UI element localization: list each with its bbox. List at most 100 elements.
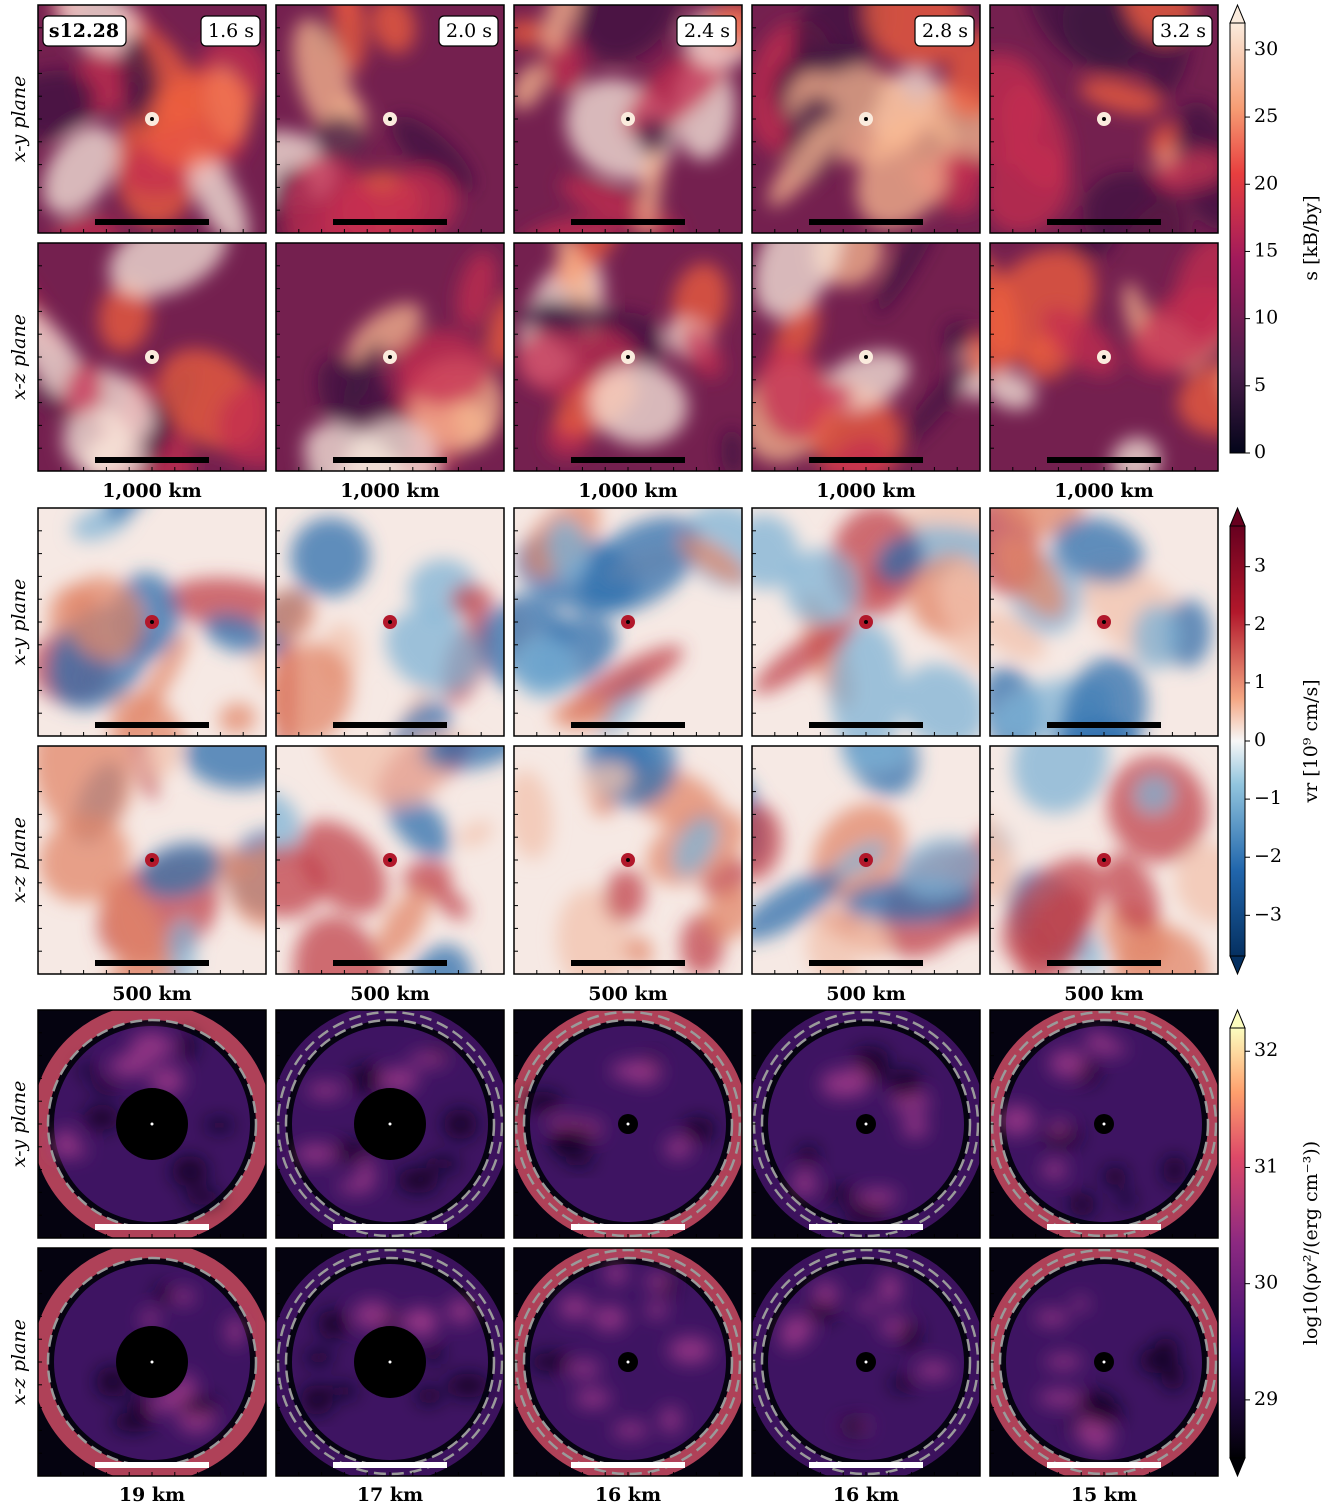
blob bbox=[142, 1310, 158, 1329]
time-label: 2.4 s bbox=[684, 20, 730, 42]
colorbar-extend bbox=[1230, 956, 1245, 974]
blob bbox=[1041, 1160, 1066, 1179]
colorbar-tick-label: 29 bbox=[1254, 1388, 1278, 1410]
colorbar-tick-label: 30 bbox=[1254, 38, 1278, 60]
blob bbox=[793, 1170, 817, 1197]
center-dot bbox=[1103, 1361, 1106, 1364]
blob bbox=[90, 1080, 119, 1092]
scale-bar bbox=[809, 1462, 923, 1468]
blob bbox=[1074, 1390, 1114, 1416]
center-dot bbox=[389, 1361, 392, 1364]
scale-bar bbox=[333, 219, 447, 225]
blob bbox=[330, 1384, 358, 1399]
scale-bar bbox=[95, 1462, 209, 1468]
blob bbox=[353, 1301, 391, 1329]
blob bbox=[304, 1350, 333, 1365]
blob bbox=[1076, 1416, 1094, 1443]
blob bbox=[890, 1068, 921, 1099]
colorbar-label: vr [10⁹ cm/s] bbox=[1300, 679, 1322, 803]
blob bbox=[629, 1060, 662, 1085]
center-dot bbox=[627, 1361, 630, 1364]
scale-bar bbox=[1047, 1462, 1161, 1468]
blob bbox=[845, 1203, 887, 1225]
colorbar-label: log10(ρv²/(erg cm⁻³)) bbox=[1300, 1141, 1322, 1345]
blob bbox=[408, 1053, 448, 1066]
scale-bar bbox=[571, 1462, 685, 1468]
colorbar-tick-label: 30 bbox=[1254, 1272, 1278, 1294]
center-dot bbox=[626, 620, 630, 624]
scale-bar bbox=[95, 457, 209, 463]
scale-label: 16 km bbox=[833, 1484, 899, 1506]
center-dot bbox=[864, 620, 868, 624]
blob bbox=[1097, 1042, 1127, 1055]
time-label: 3.2 s bbox=[1160, 20, 1206, 42]
blob bbox=[1103, 1166, 1127, 1186]
blob bbox=[180, 1396, 218, 1415]
scale-bar bbox=[571, 722, 685, 728]
blob bbox=[798, 1145, 818, 1167]
blob bbox=[890, 1376, 916, 1392]
blob bbox=[154, 1285, 173, 1303]
row-label: x-y plane bbox=[8, 579, 30, 666]
scale-bar bbox=[809, 219, 923, 225]
colorbar-tick-label: 2 bbox=[1254, 613, 1266, 635]
colorbar-tick-label: 3 bbox=[1254, 555, 1266, 577]
colorbar-label: s [kB/by] bbox=[1300, 195, 1322, 280]
scale-label: 500 km bbox=[588, 983, 668, 1005]
center-dot bbox=[864, 858, 868, 862]
blob bbox=[529, 1352, 572, 1371]
center-dot bbox=[626, 858, 630, 862]
center-dot bbox=[388, 858, 392, 862]
blob bbox=[999, 1105, 1035, 1135]
blob bbox=[522, 1091, 563, 1112]
scale-bar bbox=[333, 722, 447, 728]
scale-bar bbox=[95, 722, 209, 728]
colorbar-tick-label: 32 bbox=[1254, 1039, 1278, 1061]
panel bbox=[990, 1010, 1218, 1238]
blob bbox=[806, 1301, 836, 1322]
scale-bar bbox=[571, 960, 685, 966]
blob bbox=[613, 1423, 649, 1438]
colorbar-tick-label: 20 bbox=[1254, 172, 1278, 194]
colorbar bbox=[1230, 23, 1245, 453]
scale-bar bbox=[95, 1224, 209, 1230]
row-label: x-z plane bbox=[8, 817, 30, 903]
scale-bar bbox=[333, 960, 447, 966]
time-label: 2.8 s bbox=[922, 20, 968, 42]
blob bbox=[593, 1306, 626, 1331]
blob bbox=[605, 1263, 626, 1285]
blob bbox=[822, 1187, 860, 1201]
colorbar-tick-label: 1 bbox=[1254, 671, 1266, 693]
model-label: s12.28 bbox=[49, 20, 119, 42]
scale-bar bbox=[1047, 457, 1161, 463]
panel bbox=[514, 1010, 742, 1238]
panel bbox=[734, 0, 1028, 247]
colorbar-tick-label: 0 bbox=[1254, 441, 1266, 463]
blob bbox=[683, 1117, 716, 1142]
panel bbox=[990, 1248, 1218, 1476]
blob bbox=[1069, 1193, 1095, 1217]
scale-bar bbox=[571, 219, 685, 225]
scale-label: 500 km bbox=[826, 983, 906, 1005]
blob bbox=[185, 1189, 221, 1206]
scale-label: 1,000 km bbox=[340, 480, 439, 502]
blob bbox=[172, 1155, 208, 1187]
scale-label: 1,000 km bbox=[1054, 480, 1153, 502]
blob bbox=[1139, 1348, 1172, 1373]
scale-bar bbox=[571, 1224, 685, 1230]
blob bbox=[857, 1189, 899, 1204]
scale-bar bbox=[809, 1224, 923, 1230]
row-label: x-z plane bbox=[8, 1319, 30, 1405]
scale-bar bbox=[1047, 1224, 1161, 1230]
blob bbox=[78, 1064, 97, 1077]
scale-bar bbox=[809, 457, 923, 463]
scale-label: 500 km bbox=[112, 983, 192, 1005]
blob bbox=[84, 1106, 120, 1130]
center-dot bbox=[388, 620, 392, 624]
colorbar-tick-label: 25 bbox=[1254, 105, 1278, 127]
blob bbox=[350, 1064, 382, 1093]
colorbar-tick-label: 15 bbox=[1254, 239, 1278, 261]
blob bbox=[307, 1083, 345, 1098]
scale-bar bbox=[333, 1224, 447, 1230]
center-dot bbox=[151, 1123, 154, 1126]
